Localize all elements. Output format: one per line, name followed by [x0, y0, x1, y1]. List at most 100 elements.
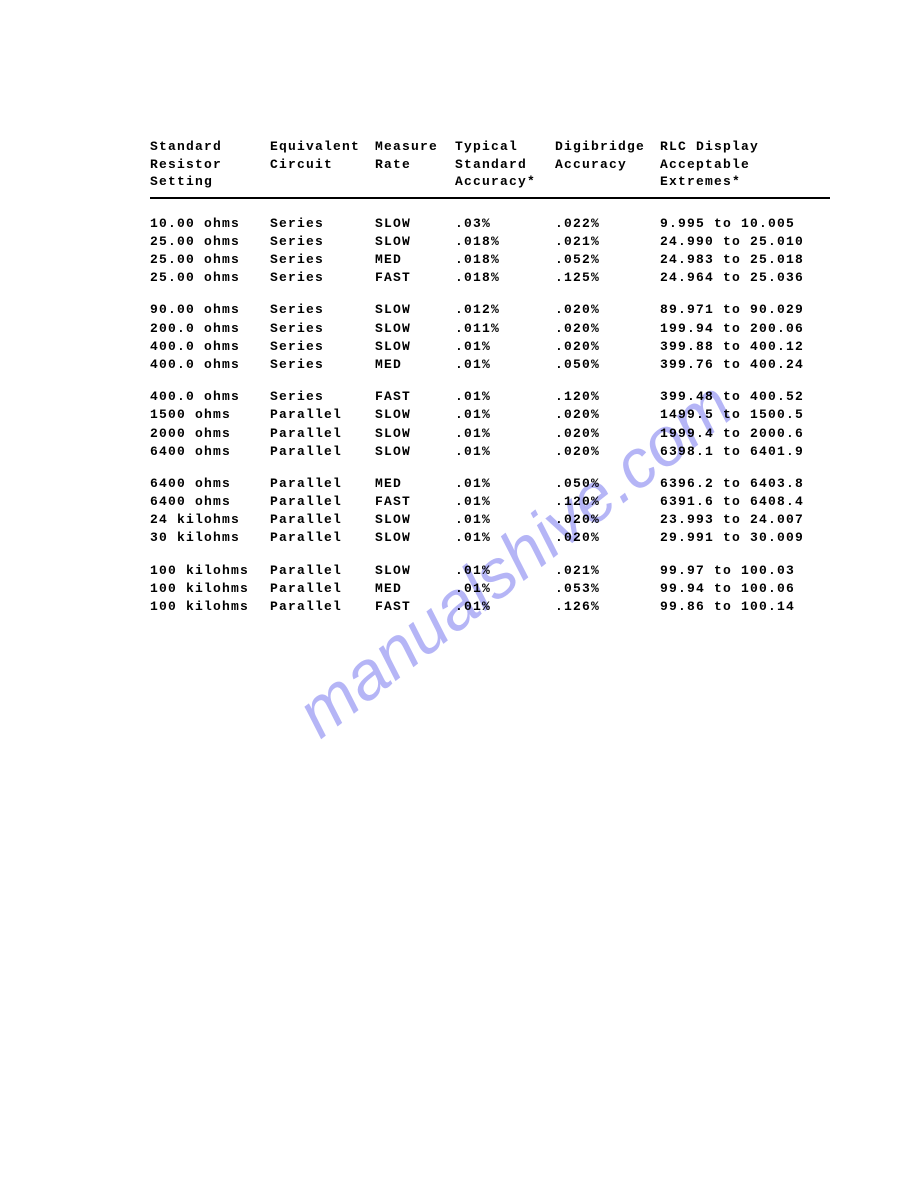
cell-setting: 100 kilohms — [150, 562, 270, 580]
cell-std-accuracy: .018% — [455, 251, 555, 269]
table-row: 25.00 ohmsSeriesMED.018%.052%24.983 to 2… — [150, 251, 830, 269]
cell-digi-accuracy: .050% — [555, 475, 660, 493]
cell-std-accuracy: .01% — [455, 562, 555, 580]
table-row: 6400 ohmsParallelFAST.01%.120%6391.6 to … — [150, 493, 830, 511]
cell-std-accuracy: .01% — [455, 475, 555, 493]
cell-circuit: Series — [270, 301, 375, 319]
cell-extremes: 23.993 to 24.007 — [660, 511, 830, 529]
cell-std-accuracy: .01% — [455, 511, 555, 529]
column-header-std-accuracy: Typical Standard Accuracy* — [455, 138, 555, 191]
cell-extremes: 99.94 to 100.06 — [660, 580, 830, 598]
cell-std-accuracy: .03% — [455, 215, 555, 233]
cell-std-accuracy: .01% — [455, 425, 555, 443]
column-header-circuit: Equivalent Circuit — [270, 138, 375, 191]
cell-digi-accuracy: .020% — [555, 338, 660, 356]
cell-std-accuracy: .01% — [455, 388, 555, 406]
cell-extremes: 399.76 to 400.24 — [660, 356, 830, 374]
cell-std-accuracy: .018% — [455, 233, 555, 251]
cell-circuit: Parallel — [270, 580, 375, 598]
table-row: 25.00 ohmsSeriesFAST.018%.125%24.964 to … — [150, 269, 830, 287]
cell-digi-accuracy: .120% — [555, 493, 660, 511]
cell-digi-accuracy: .020% — [555, 529, 660, 547]
cell-rate: FAST — [375, 493, 455, 511]
cell-rate: SLOW — [375, 511, 455, 529]
column-header-setting: Standard Resistor Setting — [150, 138, 270, 191]
cell-extremes: 1999.4 to 2000.6 — [660, 425, 830, 443]
cell-setting: 25.00 ohms — [150, 269, 270, 287]
cell-extremes: 89.971 to 90.029 — [660, 301, 830, 319]
cell-extremes: 29.991 to 30.009 — [660, 529, 830, 547]
cell-circuit: Parallel — [270, 475, 375, 493]
table-row: 100 kilohmsParallelSLOW.01%.021%99.97 to… — [150, 562, 830, 580]
cell-rate: SLOW — [375, 215, 455, 233]
cell-digi-accuracy: .020% — [555, 320, 660, 338]
cell-extremes: 6398.1 to 6401.9 — [660, 443, 830, 461]
cell-circuit: Series — [270, 320, 375, 338]
cell-rate: MED — [375, 475, 455, 493]
cell-rate: FAST — [375, 598, 455, 616]
cell-setting: 30 kilohms — [150, 529, 270, 547]
cell-digi-accuracy: .021% — [555, 233, 660, 251]
accuracy-table: Standard Resistor Setting Equivalent Cir… — [150, 138, 830, 616]
cell-extremes: 24.990 to 25.010 — [660, 233, 830, 251]
cell-extremes: 99.86 to 100.14 — [660, 598, 830, 616]
table-row: 90.00 ohmsSeriesSLOW.012%.020%89.971 to … — [150, 301, 830, 319]
table-body: 10.00 ohmsSeriesSLOW.03%.022%9.995 to 10… — [150, 215, 830, 617]
cell-digi-accuracy: .120% — [555, 388, 660, 406]
row-group-gap — [150, 374, 830, 388]
cell-circuit: Series — [270, 215, 375, 233]
cell-setting: 6400 ohms — [150, 475, 270, 493]
cell-rate: MED — [375, 356, 455, 374]
cell-setting: 2000 ohms — [150, 425, 270, 443]
cell-circuit: Series — [270, 233, 375, 251]
cell-extremes: 399.88 to 400.12 — [660, 338, 830, 356]
cell-rate: MED — [375, 251, 455, 269]
cell-rate: SLOW — [375, 443, 455, 461]
cell-rate: SLOW — [375, 301, 455, 319]
cell-extremes: 6391.6 to 6408.4 — [660, 493, 830, 511]
cell-circuit: Series — [270, 251, 375, 269]
cell-rate: SLOW — [375, 233, 455, 251]
table-row: 6400 ohmsParallelMED.01%.050%6396.2 to 6… — [150, 475, 830, 493]
cell-setting: 10.00 ohms — [150, 215, 270, 233]
cell-extremes: 6396.2 to 6403.8 — [660, 475, 830, 493]
cell-digi-accuracy: .126% — [555, 598, 660, 616]
cell-std-accuracy: .01% — [455, 580, 555, 598]
cell-std-accuracy: .01% — [455, 443, 555, 461]
cell-rate: SLOW — [375, 425, 455, 443]
cell-digi-accuracy: .020% — [555, 443, 660, 461]
cell-rate: FAST — [375, 269, 455, 287]
cell-extremes: 199.94 to 200.06 — [660, 320, 830, 338]
cell-extremes: 1499.5 to 1500.5 — [660, 406, 830, 424]
cell-digi-accuracy: .125% — [555, 269, 660, 287]
cell-circuit: Parallel — [270, 425, 375, 443]
cell-std-accuracy: .011% — [455, 320, 555, 338]
cell-rate: SLOW — [375, 406, 455, 424]
cell-setting: 6400 ohms — [150, 443, 270, 461]
cell-circuit: Parallel — [270, 443, 375, 461]
cell-rate: MED — [375, 580, 455, 598]
cell-circuit: Parallel — [270, 406, 375, 424]
row-group-gap — [150, 461, 830, 475]
cell-setting: 1500 ohms — [150, 406, 270, 424]
cell-rate: SLOW — [375, 338, 455, 356]
cell-setting: 100 kilohms — [150, 580, 270, 598]
cell-circuit: Parallel — [270, 562, 375, 580]
cell-std-accuracy: .01% — [455, 356, 555, 374]
cell-extremes: 399.48 to 400.52 — [660, 388, 830, 406]
cell-setting: 25.00 ohms — [150, 251, 270, 269]
cell-digi-accuracy: .052% — [555, 251, 660, 269]
table-row: 1500 ohmsParallelSLOW.01%.020%1499.5 to … — [150, 406, 830, 424]
cell-std-accuracy: .01% — [455, 529, 555, 547]
cell-std-accuracy: .012% — [455, 301, 555, 319]
cell-extremes: 9.995 to 10.005 — [660, 215, 830, 233]
cell-extremes: 24.964 to 25.036 — [660, 269, 830, 287]
cell-rate: SLOW — [375, 320, 455, 338]
row-group-gap — [150, 287, 830, 301]
cell-setting: 400.0 ohms — [150, 388, 270, 406]
cell-setting: 24 kilohms — [150, 511, 270, 529]
cell-std-accuracy: .01% — [455, 406, 555, 424]
table-row: 400.0 ohmsSeriesFAST.01%.120%399.48 to 4… — [150, 388, 830, 406]
table-row: 100 kilohmsParallelFAST.01%.126%99.86 to… — [150, 598, 830, 616]
cell-circuit: Parallel — [270, 529, 375, 547]
